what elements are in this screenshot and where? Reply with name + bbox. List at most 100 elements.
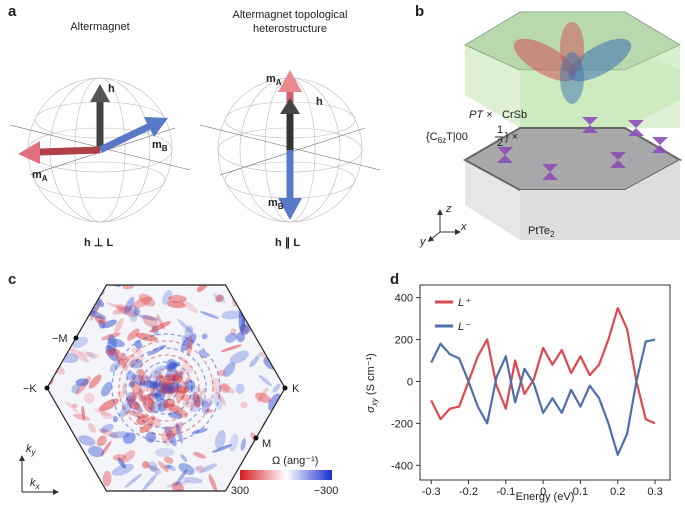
texture xyxy=(149,256,157,280)
label: m xyxy=(152,139,162,151)
texture xyxy=(222,362,236,377)
label: h ⊥ L xyxy=(84,237,113,249)
label: T|00 xyxy=(446,131,468,143)
texture xyxy=(138,314,159,321)
colorbar-tick: −300 xyxy=(314,485,339,497)
axes-triad xyxy=(427,209,461,242)
texture xyxy=(235,383,245,394)
texture xyxy=(105,348,120,356)
texture xyxy=(154,448,175,458)
texture xyxy=(177,318,194,335)
texture xyxy=(158,399,169,412)
texture xyxy=(221,310,243,320)
texture xyxy=(163,456,174,464)
texture xyxy=(189,393,204,403)
label: 6z xyxy=(438,136,446,145)
texture xyxy=(160,385,170,395)
texture xyxy=(98,428,119,438)
texture xyxy=(100,427,108,434)
texture xyxy=(126,410,147,419)
x-tick-label: 0.2 xyxy=(610,486,625,498)
texture xyxy=(146,368,186,408)
texture xyxy=(100,440,112,457)
texture xyxy=(93,408,110,416)
texture xyxy=(142,461,150,469)
texture xyxy=(66,444,76,454)
label: } × xyxy=(505,131,518,143)
texture xyxy=(112,415,118,423)
texture xyxy=(78,351,100,358)
texture xyxy=(122,382,126,394)
texture xyxy=(96,435,107,447)
title: Altermagnet xyxy=(70,21,129,33)
texture xyxy=(94,315,107,325)
texture xyxy=(88,445,105,458)
texture xyxy=(147,461,158,472)
panel-letter: a xyxy=(8,3,17,20)
texture xyxy=(249,356,259,368)
texture xyxy=(102,319,117,329)
texture xyxy=(255,392,271,404)
texture xyxy=(168,294,187,303)
label: h xyxy=(84,237,91,249)
label: y xyxy=(419,236,427,248)
texture xyxy=(55,344,63,360)
texture xyxy=(166,300,186,309)
texture xyxy=(149,365,166,379)
texture xyxy=(178,463,195,475)
texture xyxy=(201,333,208,340)
texture xyxy=(116,355,128,371)
label: mA xyxy=(32,169,48,183)
label: K xyxy=(292,383,300,395)
texture xyxy=(107,338,125,348)
texture xyxy=(132,296,152,309)
texture xyxy=(228,433,239,452)
x-tick-label: 0 xyxy=(540,486,546,498)
texture xyxy=(211,444,233,453)
texture xyxy=(182,476,203,484)
label: L xyxy=(293,237,300,249)
x-tick-label: -0.3 xyxy=(422,486,441,498)
texture xyxy=(138,293,156,307)
label: M xyxy=(262,438,271,450)
texture xyxy=(214,430,226,449)
label: h xyxy=(275,237,282,249)
label: x xyxy=(35,482,41,491)
texture xyxy=(78,435,96,446)
texture xyxy=(86,351,96,360)
texture xyxy=(162,290,173,305)
y-tick-label: -200 xyxy=(391,418,413,430)
crsb-layer xyxy=(463,11,682,128)
texture xyxy=(258,374,272,387)
texture xyxy=(124,355,145,368)
x-tick-label: 0.1 xyxy=(573,486,588,498)
label: PT × xyxy=(469,109,493,121)
texture xyxy=(118,340,214,436)
label: kx xyxy=(30,477,41,491)
legend-label: L⁻ xyxy=(458,321,471,333)
texture xyxy=(139,361,193,415)
plot-frame xyxy=(419,284,671,481)
texture xyxy=(230,328,237,336)
label: xy xyxy=(370,397,379,407)
texture xyxy=(81,405,86,421)
ptte2-layer xyxy=(462,117,683,240)
texture xyxy=(88,374,102,389)
texture xyxy=(213,293,226,304)
texture xyxy=(199,463,218,473)
label: {C6zT|00 xyxy=(426,131,468,145)
texture xyxy=(220,344,243,353)
label: mA xyxy=(266,73,282,87)
texture xyxy=(255,353,262,359)
y-axis-label: σxy (S cm⁻¹) xyxy=(365,353,379,413)
x-tick-label: 0.3 xyxy=(647,486,662,498)
texture xyxy=(179,299,199,314)
series-line xyxy=(430,338,656,456)
texture xyxy=(213,392,223,410)
texture xyxy=(71,384,80,394)
texture xyxy=(196,387,207,401)
y-tick-label: 400 xyxy=(395,293,413,305)
panel-letter: c xyxy=(8,271,16,288)
texture xyxy=(101,423,114,433)
texture xyxy=(240,438,246,451)
